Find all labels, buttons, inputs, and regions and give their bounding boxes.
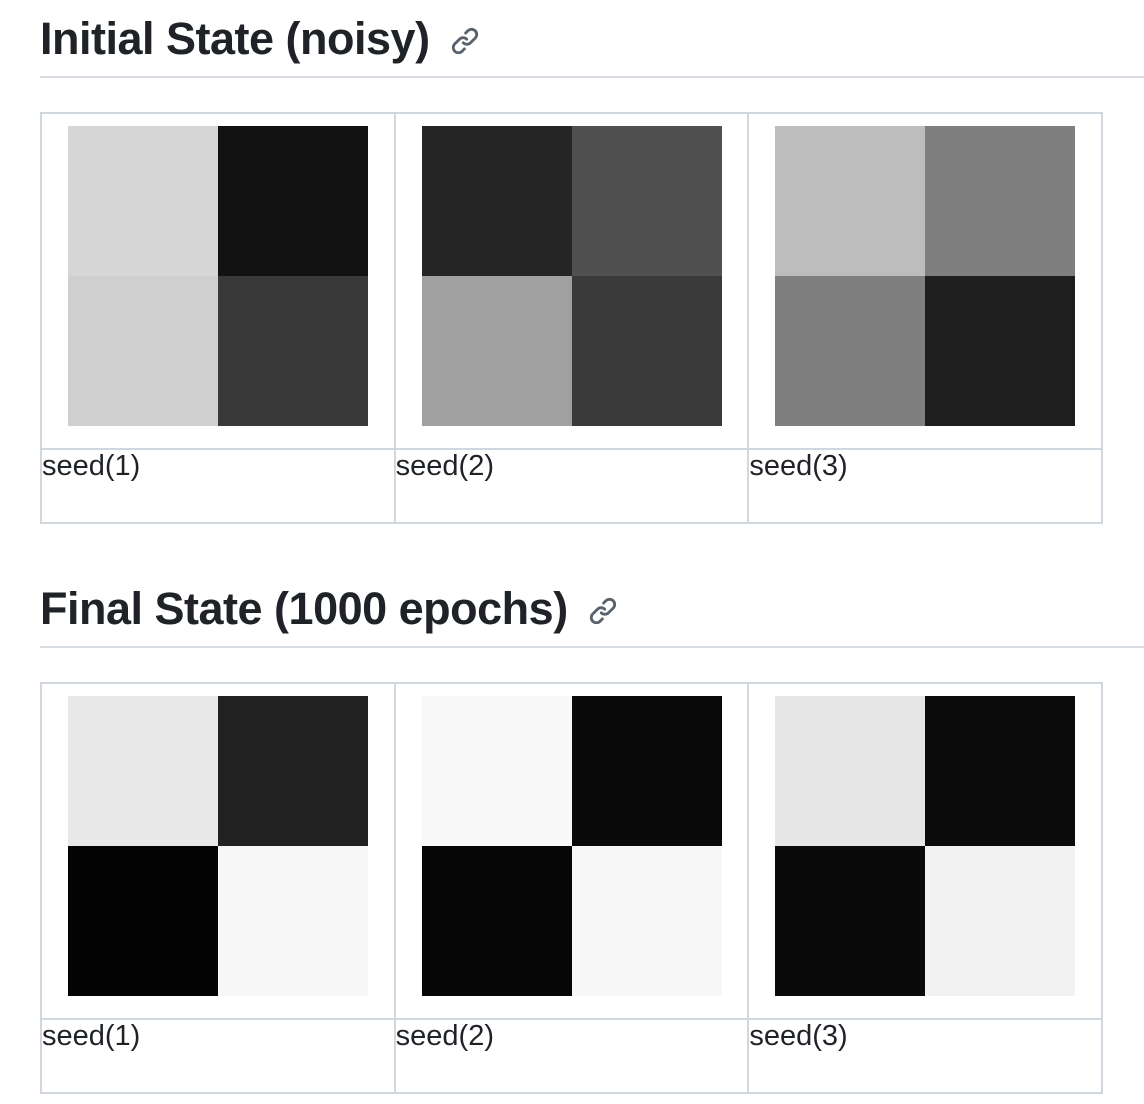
tile-cell bbox=[68, 696, 218, 846]
section-title: Final State (1000 epochs) bbox=[40, 582, 568, 634]
tile-cell bbox=[571, 276, 722, 426]
tile-cell bbox=[218, 846, 368, 996]
seed-label: seed(2) bbox=[393, 448, 750, 524]
section-title: Initial State (noisy) bbox=[40, 12, 430, 64]
image-cell bbox=[393, 682, 750, 1020]
tile-cell bbox=[925, 846, 1076, 996]
tile-cell bbox=[925, 126, 1076, 276]
seed-label: seed(2) bbox=[393, 1018, 750, 1094]
tile-cell bbox=[421, 276, 572, 426]
tile-cell bbox=[68, 126, 218, 276]
tile-cell bbox=[925, 696, 1076, 846]
seed-label: seed(1) bbox=[40, 1018, 396, 1094]
image-table: seed(1) seed(2) seed(3) bbox=[40, 682, 1103, 1094]
tile-cell bbox=[68, 276, 218, 426]
section-heading: Final State (1000 epochs) bbox=[40, 570, 1144, 648]
seed-label: seed(3) bbox=[747, 448, 1103, 524]
tile-cell bbox=[571, 126, 722, 276]
link-icon[interactable] bbox=[588, 596, 618, 626]
seed-label: seed(1) bbox=[40, 448, 396, 524]
section-initial-state: Initial State (noisy) seed(1) seed(2) se… bbox=[40, 0, 1144, 524]
image-row bbox=[40, 682, 1103, 1020]
seed-label: seed(3) bbox=[747, 1018, 1103, 1094]
image-cell bbox=[747, 112, 1103, 450]
tile-cell bbox=[68, 846, 218, 996]
tile-cell bbox=[775, 846, 926, 996]
image-cell bbox=[40, 112, 396, 450]
tile-cell bbox=[775, 696, 926, 846]
image-cell bbox=[40, 682, 396, 1020]
image-row bbox=[40, 112, 1103, 450]
image-cell bbox=[393, 112, 750, 450]
tile-cell bbox=[775, 276, 926, 426]
tile-image bbox=[775, 696, 1076, 996]
tile-image bbox=[421, 126, 722, 426]
tile-cell bbox=[421, 126, 572, 276]
section-final-state: Final State (1000 epochs) seed(1) seed(2… bbox=[40, 570, 1144, 1094]
tile-cell bbox=[775, 126, 926, 276]
tile-cell bbox=[421, 696, 572, 846]
section-heading: Initial State (noisy) bbox=[40, 0, 1144, 78]
tile-image bbox=[421, 696, 722, 996]
image-cell bbox=[747, 682, 1103, 1020]
tile-cell bbox=[571, 846, 722, 996]
tile-cell bbox=[218, 696, 368, 846]
tile-cell bbox=[571, 696, 722, 846]
link-icon[interactable] bbox=[450, 26, 480, 56]
tile-cell bbox=[421, 846, 572, 996]
tile-image bbox=[68, 126, 368, 426]
label-row: seed(1) seed(2) seed(3) bbox=[40, 1018, 1103, 1094]
tile-cell bbox=[925, 276, 1076, 426]
tile-cell bbox=[218, 276, 368, 426]
image-table: seed(1) seed(2) seed(3) bbox=[40, 112, 1103, 524]
tile-image bbox=[775, 126, 1076, 426]
tile-cell bbox=[218, 126, 368, 276]
tile-image bbox=[68, 696, 368, 996]
label-row: seed(1) seed(2) seed(3) bbox=[40, 448, 1103, 524]
